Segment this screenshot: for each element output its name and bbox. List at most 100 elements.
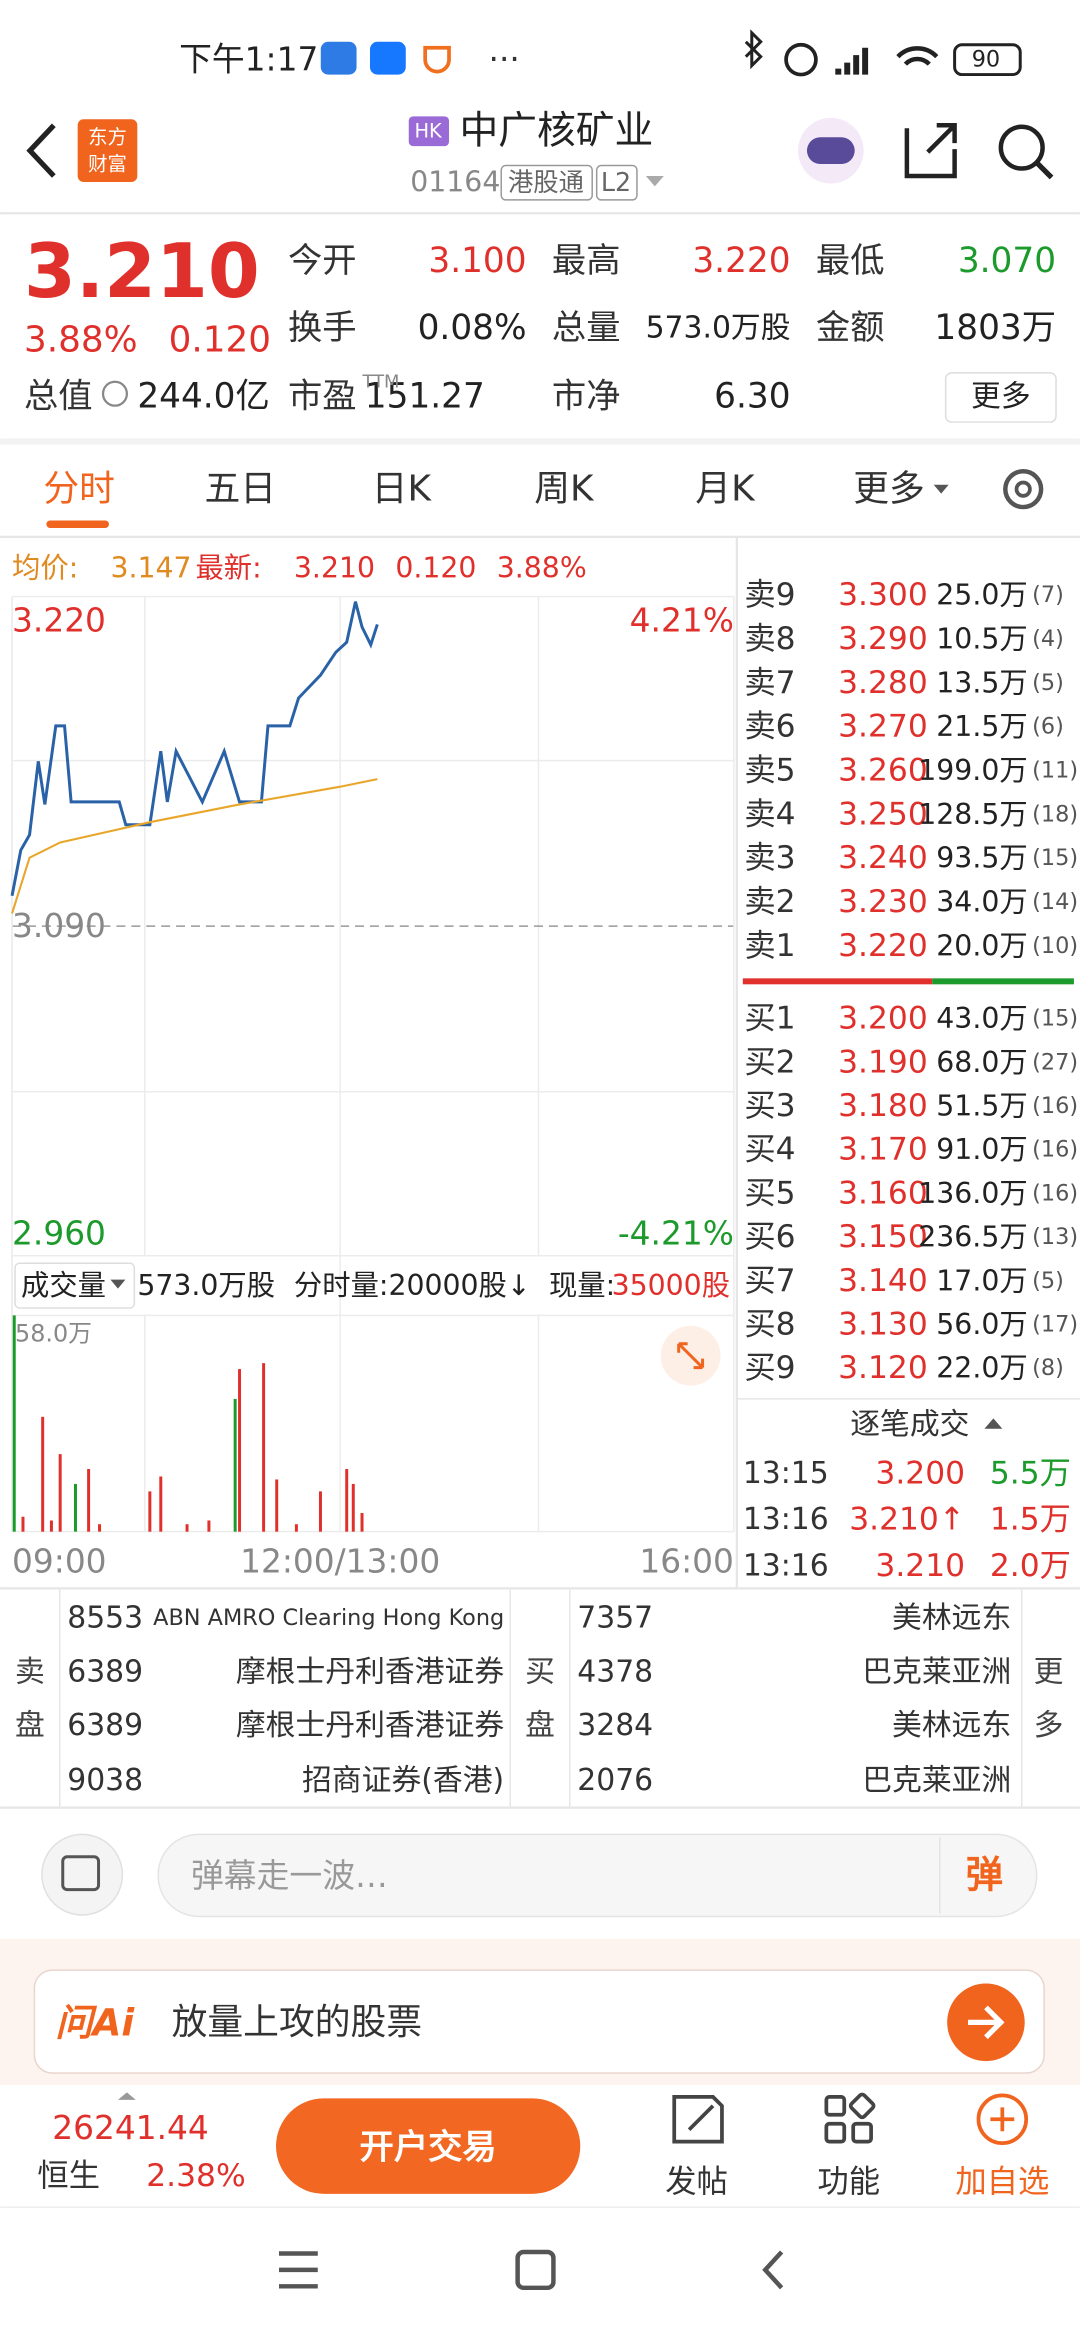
broker-id: 2076 — [577, 1763, 653, 1798]
index-name[interactable]: 恒生 — [37, 2158, 100, 2194]
info-icon[interactable] — [101, 380, 129, 407]
book-price: 3.160 — [838, 1175, 928, 1211]
change-amount: 0.120 — [169, 320, 271, 361]
book-orders: (11) — [1032, 757, 1078, 783]
index-change[interactable]: 2.38% — [146, 2158, 245, 2194]
volume-selector[interactable] — [14, 1262, 136, 1309]
volume-bar — [185, 1524, 189, 1532]
price-line — [10, 601, 379, 897]
volume-bar — [58, 1454, 62, 1532]
book-level: 买4 — [744, 1132, 795, 1168]
trade-volume: 2.0万 — [990, 1548, 1071, 1584]
share-button[interactable] — [904, 123, 957, 179]
book-volume: 68.0万 — [936, 1046, 1027, 1079]
book-price: 3.230 — [838, 884, 928, 920]
more-button-box[interactable] — [944, 372, 1057, 423]
book-price: 3.250 — [838, 796, 928, 832]
index-value[interactable]: 26241.44 — [52, 2109, 208, 2147]
danmaku-button[interactable]: 弹 — [966, 1853, 1003, 1897]
book-level: 买6 — [744, 1219, 795, 1255]
book-level: 买9 — [744, 1350, 795, 1386]
trade-price: 3.210 — [875, 1548, 965, 1584]
function-icon[interactable] — [824, 2092, 876, 2144]
watchlist-icon[interactable] — [976, 2093, 1029, 2145]
x-tick-label: 12:00/13:00 — [240, 1542, 440, 1580]
action-label[interactable]: 功能 — [817, 2164, 880, 2200]
search-button[interactable] — [998, 124, 1045, 171]
book-volume: 93.5万 — [936, 842, 1027, 875]
post-icon[interactable] — [672, 2095, 724, 2144]
trade-price: 3.200 — [875, 1455, 965, 1491]
field-value: 244.0亿 — [137, 377, 269, 417]
trades-title[interactable]: 逐笔成交 — [850, 1407, 969, 1442]
brokers-more[interactable]: 多 — [1034, 1708, 1064, 1743]
trade-button-bg[interactable] — [276, 2098, 581, 2194]
volume-bar — [262, 1363, 266, 1532]
latest-label: 最新: — [195, 552, 261, 585]
tab[interactable]: 五日 — [204, 469, 276, 510]
settings-button[interactable] — [1003, 469, 1044, 510]
tab[interactable]: 周K — [534, 469, 595, 510]
book-orders: (10) — [1032, 933, 1078, 959]
action-label[interactable]: 发帖 — [665, 2164, 728, 2200]
book-orders: (27) — [1032, 1049, 1078, 1075]
nav-home[interactable] — [515, 2249, 556, 2291]
trade-button[interactable]: 开户交易 — [360, 2128, 497, 2168]
brokers-more[interactable]: 更 — [1034, 1654, 1064, 1689]
more-dots: ··· — [489, 41, 520, 79]
field-value: 6.30 — [714, 377, 790, 417]
book-orders: (16) — [1032, 1093, 1078, 1119]
danmaku-settings[interactable] — [41, 1833, 124, 1916]
volume-interval[interactable]: 分时量:20000股↓ — [294, 1269, 531, 1302]
broker-name: 摩根士丹利香港证券 — [236, 1654, 505, 1689]
broker-grid — [59, 1588, 1023, 1808]
book-volume: 17.0万 — [936, 1264, 1027, 1297]
x-tick-label: 09:00 — [12, 1542, 107, 1580]
field-superscript: TTM — [362, 371, 400, 392]
more-button[interactable]: 更多 — [971, 379, 1031, 414]
broker-id: 6389 — [67, 1654, 143, 1689]
ai-input[interactable] — [33, 1969, 1045, 2074]
trade-time: 13:16 — [743, 1548, 829, 1583]
latest-change: 0.120 — [395, 552, 476, 585]
broker-name: 巴克莱亚洲 — [862, 1763, 1011, 1798]
tab[interactable]: 月K — [695, 469, 756, 510]
book-orders: (16) — [1032, 1180, 1078, 1206]
book-price: 3.280 — [838, 665, 928, 701]
volume-label[interactable]: 成交量 — [21, 1269, 106, 1302]
comment-input[interactable] — [157, 1833, 1038, 1918]
book-orders: (8) — [1032, 1355, 1064, 1381]
book-orders: (13) — [1032, 1224, 1078, 1250]
field-value: 0.08% — [418, 308, 527, 348]
tab[interactable]: 更多 — [853, 469, 925, 510]
dropdown-arrow[interactable] — [645, 175, 664, 187]
comment-placeholder[interactable]: 弹幕走一波… — [191, 1857, 388, 1895]
volume-bar — [360, 1513, 364, 1532]
app-icon — [369, 41, 406, 75]
tab[interactable]: 分时 — [43, 469, 115, 510]
tag: L2 — [601, 167, 631, 197]
book-level: 买2 — [744, 1044, 795, 1080]
ai-prompt[interactable]: 放量上攻的股票 — [172, 2002, 422, 2043]
back-button[interactable] — [26, 123, 56, 178]
dropdown-arrow[interactable] — [933, 484, 949, 494]
book-volume: 25.0万 — [936, 579, 1027, 612]
volume-bar — [351, 1483, 355, 1532]
broker-id: 8553 — [67, 1601, 143, 1636]
volume-bar — [49, 1520, 53, 1532]
stock-name: 中广核矿业 — [459, 109, 653, 154]
book-volume: 199.0万 — [918, 754, 1027, 787]
tab[interactable]: 日K — [372, 469, 433, 510]
nav-back[interactable] — [762, 2250, 784, 2290]
tag-box — [500, 164, 593, 201]
book-price: 3.170 — [838, 1132, 928, 1168]
book-level: 买5 — [744, 1175, 795, 1211]
nav-menu[interactable] — [279, 2251, 318, 2289]
book-price: 3.270 — [838, 709, 928, 745]
app-icon — [423, 45, 451, 74]
book-price: 3.300 — [838, 577, 928, 613]
action-label[interactable]: 加自选 — [955, 2164, 1049, 2200]
field-value: 3.070 — [958, 241, 1056, 281]
